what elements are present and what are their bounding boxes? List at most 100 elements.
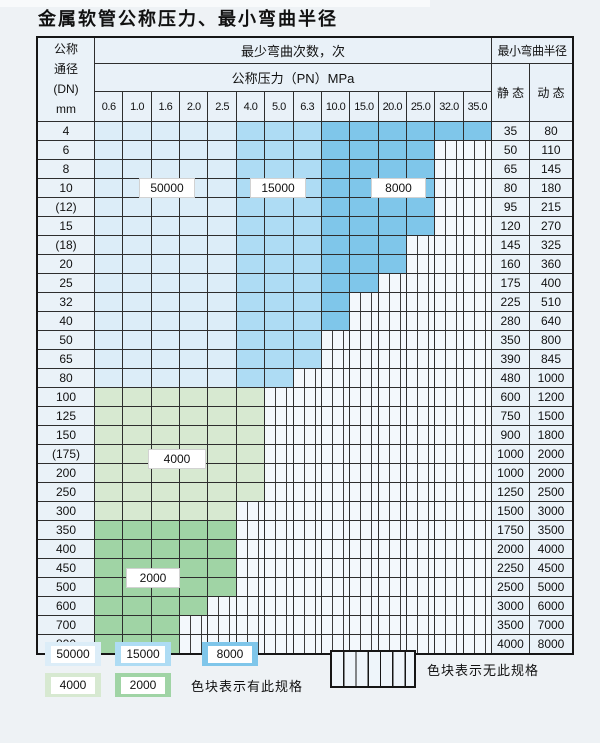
dn-cell: 150 (38, 426, 95, 444)
spec-cell (406, 160, 436, 178)
spec-cell (236, 445, 266, 463)
spec-cell (236, 141, 266, 159)
spec-cell (350, 559, 379, 577)
spec-cell (321, 635, 351, 653)
spec-cell (406, 236, 436, 254)
spec-cell (293, 274, 322, 292)
spec-cell (378, 236, 407, 254)
spec-cell (378, 122, 407, 140)
spec-cell (406, 407, 436, 425)
spec-cell (208, 350, 237, 368)
spec-cell (435, 312, 464, 330)
spec-cell (321, 464, 351, 482)
spec-cell (435, 217, 464, 235)
static-value: 80 (492, 179, 530, 197)
spec-cell (350, 141, 379, 159)
spec-cell (265, 559, 294, 577)
spec-cell (293, 426, 322, 444)
legend-chip: 15000 (115, 642, 171, 666)
spec-cell (406, 445, 436, 463)
spec-cell (236, 122, 266, 140)
spec-cell (350, 350, 379, 368)
spec-cell (180, 236, 209, 254)
spec-cell (95, 179, 124, 197)
spec-cell (95, 407, 124, 425)
spec-cell (236, 407, 266, 425)
scan-edge-strip (0, 0, 430, 7)
pressure-tick: 2.5 (208, 92, 237, 121)
spec-cell (236, 198, 266, 216)
spec-cell (435, 255, 464, 273)
dynamic-value: 3000 (530, 502, 572, 520)
spec-cell (378, 293, 407, 311)
spec-cell (406, 464, 436, 482)
static-value: 1250 (492, 483, 530, 501)
spec-cell (321, 521, 351, 539)
spec-cell (180, 559, 209, 577)
legend: 50000 15000 8000 4000 2000 色块表示有此规格 (45, 642, 303, 704)
spec-cell (463, 236, 493, 254)
dynamic-value: 80 (530, 122, 572, 140)
spec-cell (293, 502, 322, 520)
table-row: 450 2250 4500 (38, 558, 572, 577)
spec-cell (378, 540, 407, 558)
spec-cell (435, 521, 464, 539)
spec-cell (151, 426, 181, 444)
spec-cell (435, 635, 464, 653)
dn-cell: 125 (38, 407, 95, 425)
spec-cell (265, 331, 294, 349)
spec-cell (123, 350, 152, 368)
static-value: 350 (492, 331, 530, 349)
spec-cell (208, 255, 237, 273)
header-dn-line: 公称 (53, 42, 78, 56)
dn-cell: (18) (38, 236, 95, 254)
spec-cell (293, 350, 322, 368)
spec-cell (350, 312, 379, 330)
spec-cell (463, 597, 493, 615)
spec-cell (435, 350, 464, 368)
pressure-tick: 15.0 (350, 92, 379, 121)
legend-chip: 50000 (45, 642, 101, 666)
spec-cell (236, 597, 266, 615)
spec-cell (321, 236, 351, 254)
spec-cell (151, 616, 181, 634)
spec-cell (378, 464, 407, 482)
spec-cell (378, 559, 407, 577)
header-dn-line: mm (56, 102, 76, 116)
spec-cell (265, 445, 294, 463)
legend-chip-label: 4000 (51, 676, 95, 694)
static-value: 2000 (492, 540, 530, 558)
dn-cell: 6 (38, 141, 95, 159)
spec-cells (95, 312, 493, 330)
spec-cell (463, 369, 493, 387)
spec-cell (463, 521, 493, 539)
header-dn-column: 公称 通径 (DN) mm (38, 38, 95, 121)
spec-cell (321, 179, 351, 197)
dynamic-value: 145 (530, 160, 572, 178)
spec-cell (123, 388, 152, 406)
spec-cell (350, 445, 379, 463)
spec-cell (151, 597, 181, 615)
spec-cell (265, 597, 294, 615)
spec-cell (463, 635, 493, 653)
static-value: 65 (492, 160, 530, 178)
dynamic-value: 3500 (530, 521, 572, 539)
spec-cell (435, 388, 464, 406)
spec-cell (435, 502, 464, 520)
static-value: 50 (492, 141, 530, 159)
static-value: 2250 (492, 559, 530, 577)
dn-cell: 10 (38, 179, 95, 197)
dn-cell: 65 (38, 350, 95, 368)
table-row: 350 1750 3500 (38, 520, 572, 539)
pressure-tick: 25.0 (407, 92, 436, 121)
spec-cell (435, 331, 464, 349)
static-value: 2500 (492, 578, 530, 596)
spec-cells (95, 597, 493, 615)
spec-cell (435, 122, 464, 140)
spec-cell (123, 198, 152, 216)
spec-cell (293, 464, 322, 482)
spec-cell (180, 312, 209, 330)
spec-cell (406, 217, 436, 235)
spec-cell (293, 578, 322, 596)
spec-cell (321, 369, 351, 387)
